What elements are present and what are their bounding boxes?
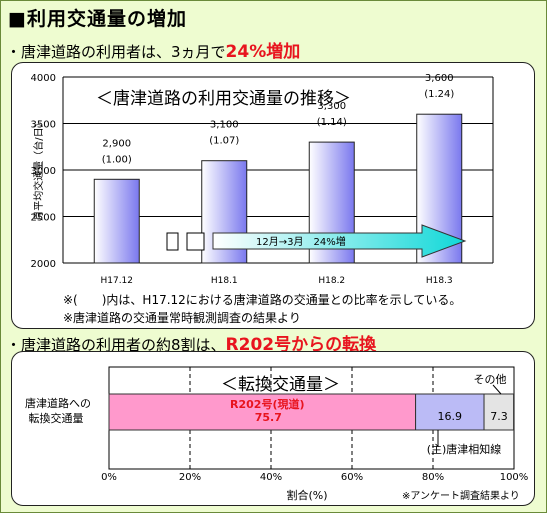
- y-axis-label: 月平均交通量（台/日）: [32, 117, 45, 220]
- note-ratio: ※( )内は、H17.12における唐津道路の交通量との比率を示している。: [63, 292, 461, 307]
- ratio-label: (1.14): [317, 117, 347, 128]
- bullet-line-traffic-increase: ・唐津道路の利用者は、3ヵ月で24%増加: [6, 37, 300, 62]
- heading: ■利用交通量の増加: [8, 8, 187, 30]
- break-mark-left: [166, 232, 179, 251]
- y-tick-label: 2000: [31, 259, 56, 270]
- increase-arrow: [212, 224, 467, 258]
- y-tick-label: 3500: [31, 120, 56, 131]
- callout-line-other: [492, 384, 502, 395]
- segment-value-other: 7.3: [490, 410, 508, 423]
- x-axis-label: 割合(%): [286, 488, 327, 502]
- annotation-arrow: 12月→3月 24%増: [166, 224, 467, 258]
- segment-1: [415, 393, 485, 431]
- x-tick-label: 100%: [500, 472, 529, 483]
- segment-2: [483, 393, 515, 431]
- bar-H17.12: [93, 178, 140, 264]
- ratio-label: (1.24): [424, 89, 454, 100]
- x-tick-label: 20%: [179, 472, 201, 483]
- arrow-label: 12月→3月 24%増: [256, 235, 346, 248]
- highlight-shift: R202号からの転換: [225, 335, 377, 355]
- y-tick-label: 2500: [31, 213, 56, 224]
- x-tick-label: H18.2: [318, 276, 345, 286]
- bullet-text: ・唐津道路の利用者は、3ヵ月で: [6, 43, 226, 61]
- category-label-line1: 唐津道路への: [25, 396, 91, 410]
- x-tick-label: H18.1: [211, 276, 238, 286]
- x-tick-label: H17.12: [100, 276, 133, 286]
- break-mark-right: [186, 232, 205, 251]
- category-label-line2: 転換交通量: [29, 411, 84, 425]
- chart-title: ＜転換交通量＞: [221, 375, 340, 395]
- segment-0: [108, 393, 417, 431]
- segment-value-prefectural: 16.9: [438, 410, 463, 423]
- value-label: 3,300: [317, 101, 346, 112]
- chart-title: ＜唐津道路の利用交通量の推移＞: [96, 88, 351, 109]
- callout-prefectural: (主)唐津相知線: [427, 442, 502, 456]
- ratio-label: (1.00): [102, 154, 132, 165]
- x-tick-label: 60%: [341, 472, 363, 483]
- value-label: 2,900: [102, 138, 131, 149]
- ratio-label: (1.07): [209, 136, 239, 147]
- y-tick-label: 3000: [31, 166, 56, 177]
- x-tick-label: H18.3: [426, 276, 453, 286]
- source-note: ※アンケート調査結果より: [402, 489, 520, 502]
- highlight-increase: 24%増加: [225, 42, 301, 62]
- segment-name-r202: R202号(現道): [230, 397, 305, 411]
- bullet-text: ・唐津道路の利用者の約8割は、: [6, 336, 226, 354]
- x-tick-label: 40%: [260, 472, 282, 483]
- bullet-line-shift: ・唐津道路の利用者の約8割は、R202号からの転換: [6, 330, 376, 355]
- callout-other: その他: [474, 373, 507, 386]
- value-label: 3,600: [425, 73, 454, 84]
- x-tick-label: 0%: [101, 472, 117, 483]
- y-tick-label: 4000: [31, 73, 56, 84]
- segment-value-r202: 75.7: [255, 411, 282, 424]
- note-source: ※唐津道路の交通量常時観測調査の結果より: [63, 310, 301, 325]
- x-tick-label: 80%: [422, 472, 444, 483]
- value-label: 3,100: [210, 120, 239, 131]
